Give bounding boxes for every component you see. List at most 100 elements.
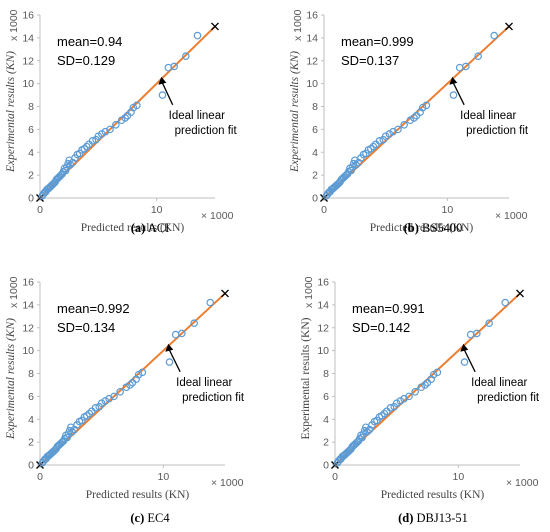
data-point (66, 161, 75, 169)
data-point (88, 137, 97, 145)
data-point (82, 142, 91, 151)
y-tick-label: 8 (323, 368, 329, 380)
data-point (433, 368, 442, 377)
data-point (378, 412, 386, 420)
annotation-arrow-head (449, 76, 458, 85)
x-multiplier: × 1000 (506, 477, 539, 489)
x-tick-label: 10 (157, 471, 169, 483)
data-point (422, 101, 431, 110)
x-multiplier: × 1000 (211, 477, 244, 489)
data-point (380, 409, 389, 418)
panel-caption: (b) BS5400 (404, 221, 463, 235)
y-tick-label: 2 (28, 437, 34, 449)
data-point (110, 392, 118, 401)
y-axis-label: Experimental results (KN) (300, 317, 312, 439)
data-point (359, 430, 368, 438)
data-point (348, 163, 357, 171)
end-cross-marker (505, 22, 513, 31)
y-axis-label: Experimental results (KN) (5, 51, 17, 173)
data-point (68, 158, 77, 167)
data-point (80, 145, 89, 153)
x-tick-label: 10 (441, 204, 453, 216)
data-point (341, 172, 349, 181)
y-tick-label: 12 (22, 322, 34, 334)
panel-caption-letter: (a) (131, 221, 146, 235)
y-tick-label: 4 (28, 147, 34, 159)
data-point (57, 439, 65, 448)
data-point (39, 457, 48, 465)
annotation-line-2: prediction fit (182, 392, 245, 404)
data-point (190, 319, 198, 327)
end-cross-marker (221, 289, 229, 298)
y-multiplier: x 1000 (8, 276, 20, 308)
chart-panel-a: 0 2 4 6 8 10 12 14 16 0 10 × 1000 x 1000 Predicted re… (5, 9, 237, 235)
mean-label: mean=0.999 (341, 34, 414, 49)
data-point (178, 329, 186, 338)
data-point (417, 383, 426, 392)
y-multiplier: x 1000 (292, 9, 304, 41)
annotation-arrow-head (158, 76, 167, 85)
mean-label: mean=0.992 (57, 301, 130, 316)
y-tick-label: 8 (28, 368, 34, 380)
data-point (170, 62, 178, 71)
annotation-arrow-shaft (452, 82, 465, 106)
chart-panel-c: 0 2 4 6 8 10 12 14 16 0 10 × 1000 x 1000 Predicted re… (5, 276, 245, 525)
data-point (347, 166, 355, 175)
mean-label: mean=0.991 (352, 301, 425, 316)
data-point (165, 358, 174, 366)
y-tick-label: 10 (306, 78, 318, 90)
y-tick-label: 6 (28, 391, 34, 403)
annotation-line-1: Ideal linear (460, 110, 516, 122)
data-point (334, 457, 343, 465)
y-tick-label: 4 (323, 414, 329, 426)
data-point (206, 298, 215, 307)
data-point (385, 130, 394, 138)
data-point (449, 91, 458, 99)
data-point (97, 399, 106, 408)
sd-label: SD=0.137 (341, 53, 399, 68)
data-point (411, 387, 419, 396)
y-tick-label: 12 (22, 55, 34, 67)
panel-caption-letter: (c) (130, 511, 144, 525)
data-point (367, 145, 375, 153)
data-point (466, 330, 475, 339)
end-cross-marker (516, 289, 524, 298)
sd-label: SD=0.129 (57, 53, 115, 68)
data-point (429, 370, 438, 379)
y-multiplier: x 1000 (303, 276, 315, 308)
data-point (406, 116, 415, 125)
data-point (421, 381, 429, 389)
mean-label: mean=0.94 (57, 34, 122, 49)
panel-caption: (d) DBJ13-51 (398, 511, 468, 525)
x-tick-label: 10 (452, 471, 464, 483)
annotation-line-1: Ideal linear (169, 110, 225, 122)
y-tick-label: 4 (28, 414, 34, 426)
annotation-line-2: prediction fit (466, 125, 529, 137)
data-point (134, 370, 143, 379)
data-point (64, 430, 73, 438)
y-tick-label: 4 (312, 147, 318, 159)
data-point (363, 428, 371, 436)
y-tick-label: 10 (317, 345, 329, 357)
data-point (171, 330, 180, 339)
data-point (63, 433, 71, 442)
x-axis-label: Predicted results (KN) (381, 489, 485, 501)
y-tick-label: 16 (317, 277, 329, 289)
data-point (101, 397, 110, 405)
data-point (333, 180, 342, 189)
annotation-arrow-shaft (161, 82, 174, 106)
y-tick-label: 16 (306, 10, 318, 22)
x-axis-label: Predicted results (KN) (81, 222, 185, 234)
y-tick-label: 16 (22, 277, 34, 289)
y-multiplier: x 1000 (8, 9, 20, 41)
y-tick-label: 8 (28, 101, 34, 113)
x-tick-label: 0 (37, 204, 43, 216)
annotation-line-2: prediction fit (175, 125, 238, 137)
x-axis-label: Predicted results (KN) (370, 222, 474, 234)
data-point (106, 125, 114, 134)
panel-caption-letter: (b) (404, 221, 419, 235)
data-point (400, 121, 408, 129)
data-point (386, 404, 395, 412)
y-tick-label: 14 (22, 32, 34, 44)
panel-caption-name: ACI (145, 221, 169, 235)
